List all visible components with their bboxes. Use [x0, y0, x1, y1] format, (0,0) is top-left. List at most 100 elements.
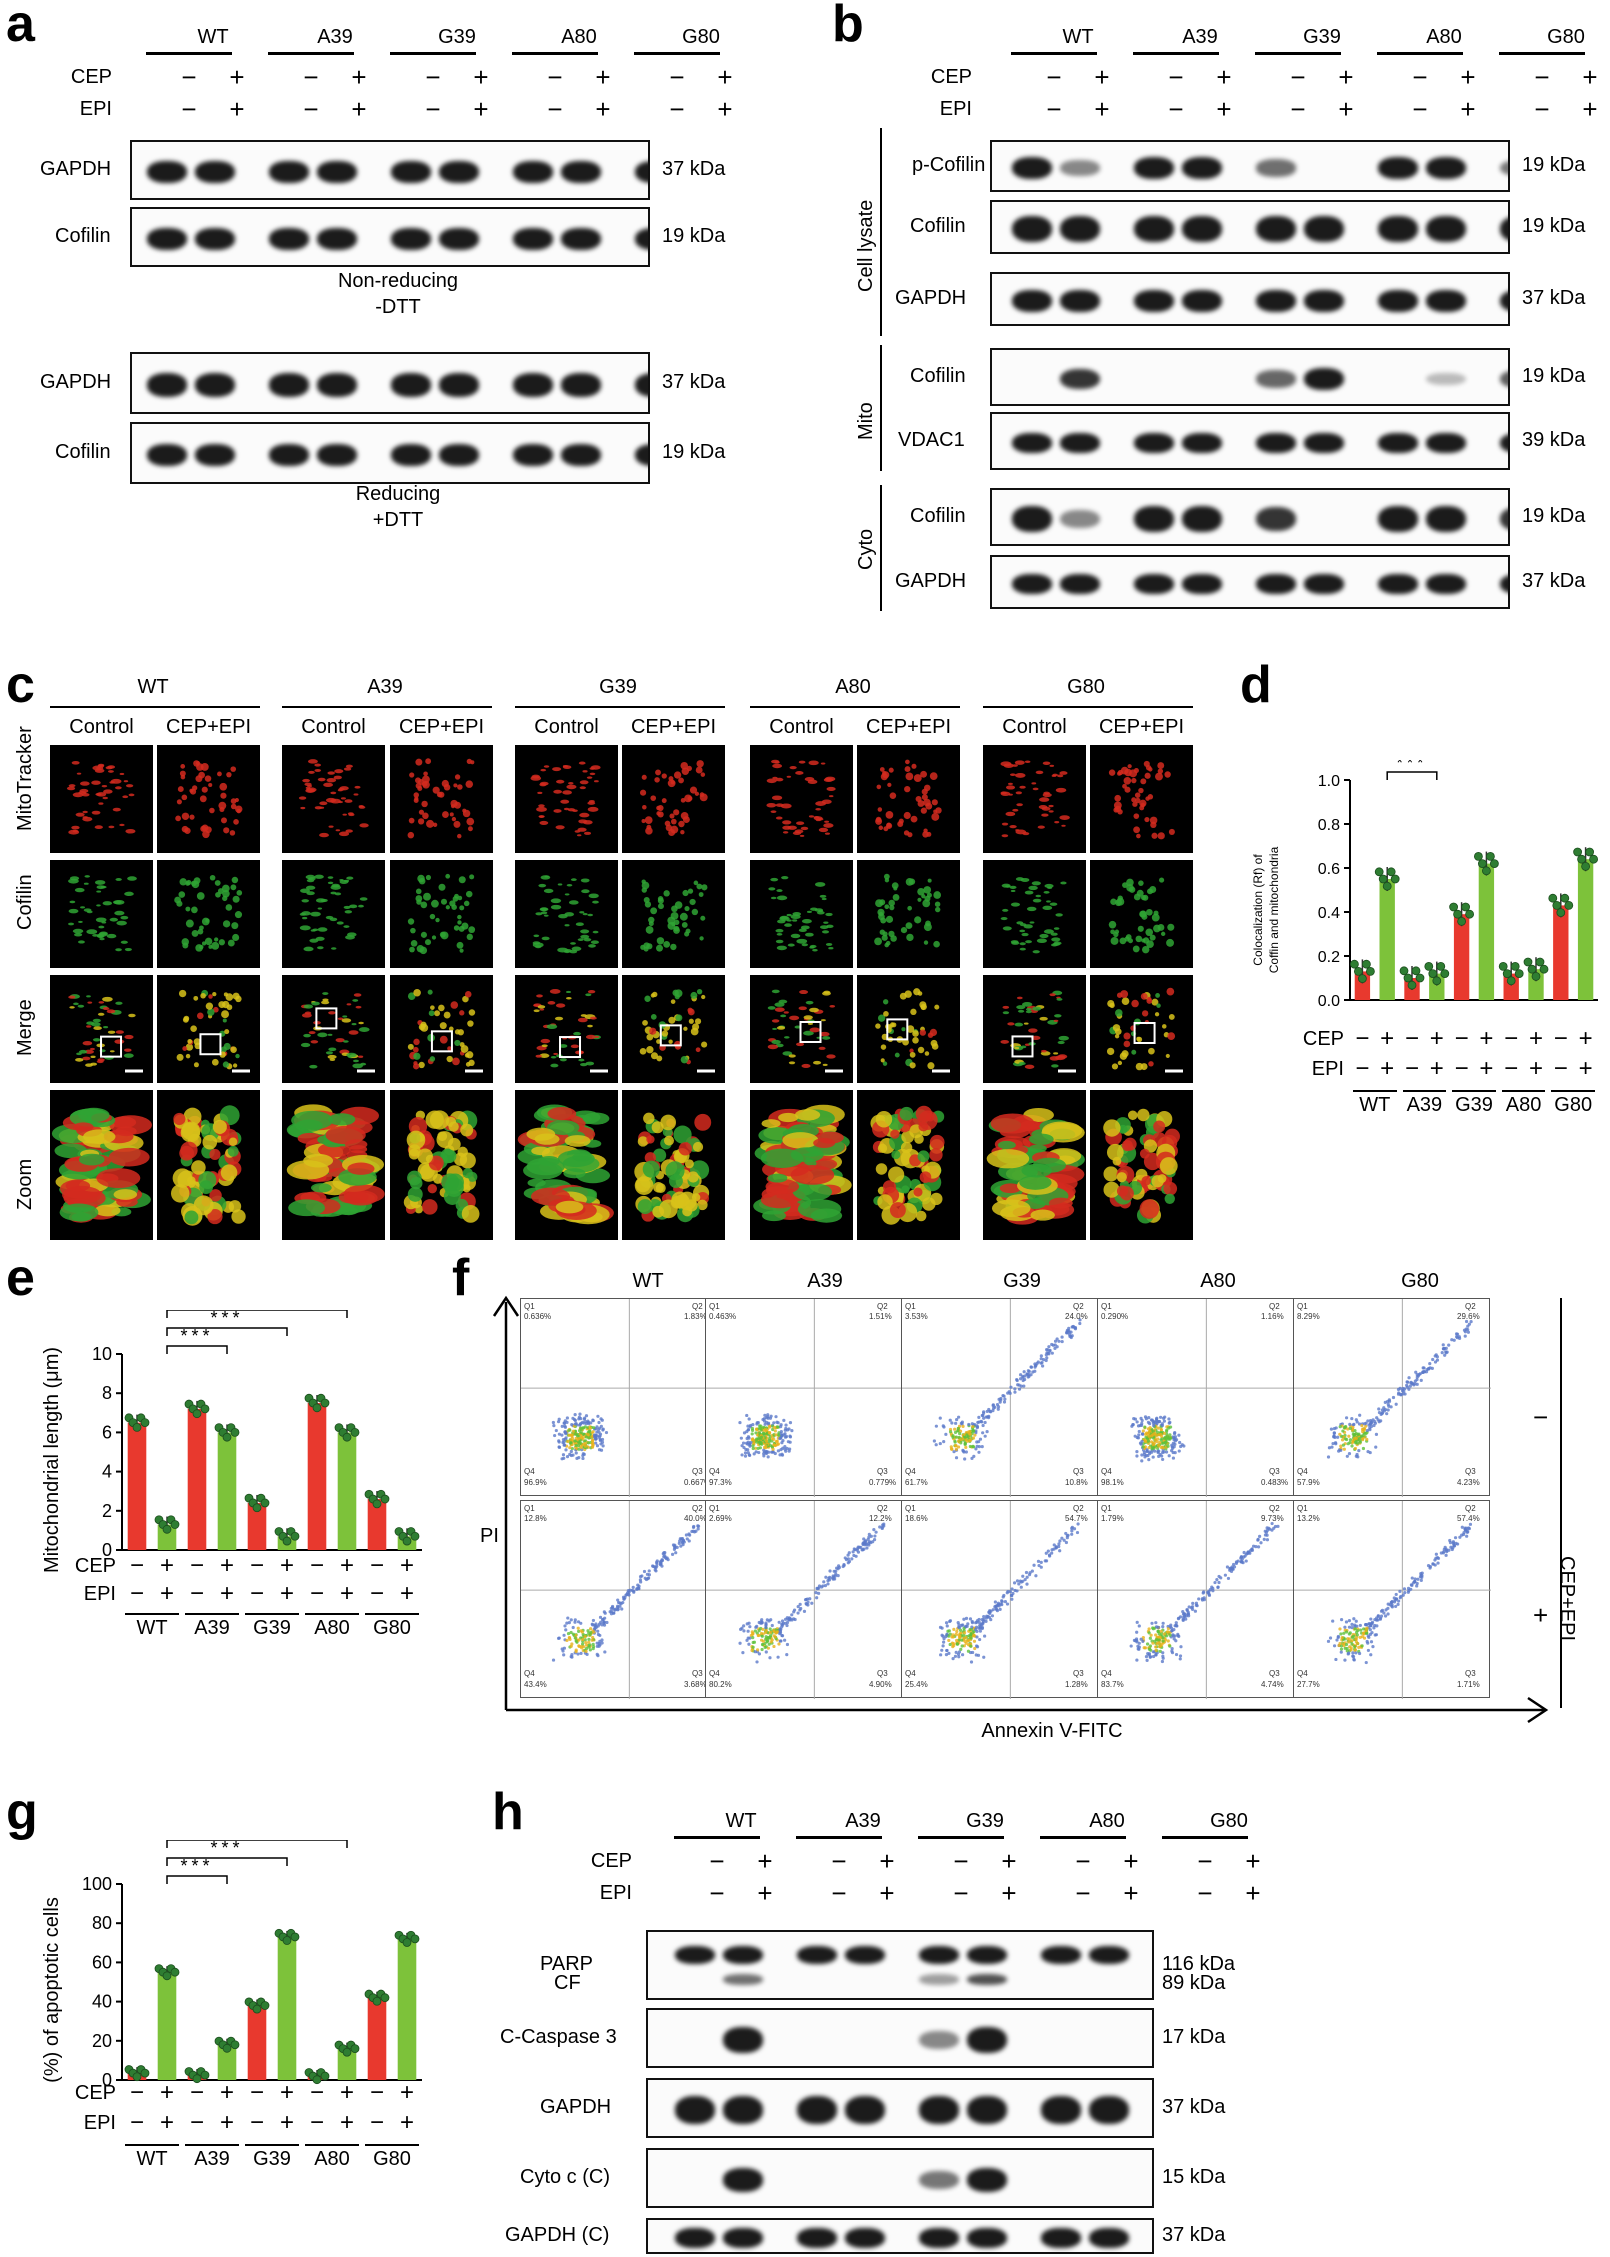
data-point [1539, 964, 1549, 974]
quadrant-percent: 9.73% [1261, 1514, 1284, 1523]
band [195, 373, 235, 397]
micrograph [622, 1090, 725, 1240]
sign: − [1197, 1878, 1213, 1908]
quadrant-percent: 1.83% [684, 1312, 707, 1321]
flow-scatter [902, 1501, 1099, 1699]
group-underline [125, 2144, 179, 2146]
group-underline [1501, 1090, 1546, 1092]
data-point [162, 1524, 172, 1534]
sign: + [1582, 94, 1598, 124]
quadrant-percent: 96.9% [524, 1478, 547, 1487]
sign: + [1216, 94, 1232, 124]
sign: + [279, 1552, 295, 1579]
quadrant-percent: 25.4% [905, 1680, 928, 1689]
group-underline [1161, 1836, 1249, 1839]
sign: − [189, 2109, 205, 2136]
quadrant-percent: 4.74% [1261, 1680, 1284, 1689]
data-point [1489, 859, 1499, 868]
epi-label: EPI [1311, 1058, 1344, 1080]
bar [187, 1408, 207, 1550]
group-underline [1254, 52, 1342, 55]
micrograph-signal [874, 873, 942, 948]
sign: − [249, 2109, 265, 2136]
micrograph [157, 745, 260, 853]
section-bracket [880, 345, 882, 471]
micrograph [857, 975, 960, 1083]
sign: − [1534, 62, 1550, 92]
group-label: WT [136, 2148, 168, 2170]
blot-image [990, 348, 1510, 406]
sign: − [669, 94, 685, 124]
group-underline [125, 1613, 179, 1615]
band [195, 444, 235, 466]
bar [367, 1499, 387, 1550]
group-underline [389, 52, 477, 55]
quadrant-label: Q4 [1297, 1669, 1308, 1678]
y-tick-label: 20 [92, 2031, 112, 2051]
data-point [1573, 847, 1583, 857]
cep-label: CEP [70, 66, 112, 88]
band [635, 228, 648, 250]
band [675, 2228, 715, 2248]
row-label: Zoom [14, 1158, 36, 1210]
band [1012, 290, 1052, 312]
micrograph [750, 860, 853, 968]
kda-label: 19 kDa [1522, 215, 1586, 237]
quadrant-label: Q1 [524, 1504, 535, 1513]
blot-image [130, 422, 650, 484]
group-underline [185, 2144, 239, 2146]
group-label: A80 [1200, 1270, 1236, 1292]
y-axis-label: Coffin and mitochondria [1267, 846, 1281, 973]
band [1304, 433, 1344, 453]
band [561, 444, 601, 466]
group-label: A80 [1089, 1810, 1125, 1832]
blot-name: GAPDH [40, 371, 112, 393]
quadrant-label: Q2 [692, 1302, 703, 1311]
band [919, 2170, 959, 2190]
kda-label: 37 kDa [1522, 287, 1586, 309]
group-label: G39 [966, 1810, 1004, 1832]
blot-name: GAPDH [40, 158, 112, 180]
sign: − [1404, 1025, 1420, 1052]
sign: − [831, 1846, 847, 1876]
micrograph [157, 1090, 260, 1240]
bar [397, 1938, 417, 2080]
column-label: Control [769, 716, 834, 738]
sign: − [303, 62, 319, 92]
significance-label: *** [210, 1310, 243, 1328]
band [1500, 433, 1508, 453]
micrograph [390, 860, 493, 968]
data-point [1531, 971, 1541, 981]
group-underline [365, 1613, 419, 1615]
quadrant-label: Q4 [1297, 1467, 1308, 1476]
sign: − [303, 94, 319, 124]
group-underline [1353, 1090, 1397, 1092]
micrograph-signal [875, 759, 942, 838]
data-point [1523, 957, 1533, 967]
bar [1379, 879, 1395, 1000]
sign: − [1504, 1055, 1519, 1082]
sign: + [1528, 1055, 1544, 1082]
kda-label: 19 kDa [662, 441, 726, 463]
sign: + [399, 1580, 415, 1607]
cep-label: CEP [74, 1555, 116, 1577]
sign: + [879, 1846, 895, 1876]
quadrant-label: Q3 [1269, 1669, 1280, 1678]
quadrant-label: Q3 [692, 1669, 703, 1678]
micrograph-signal [1000, 877, 1067, 954]
sign: + [219, 1580, 235, 1607]
sign: − [425, 62, 441, 92]
panel-label-d: d [1240, 656, 1272, 714]
sign: + [1429, 1025, 1444, 1052]
band [1304, 290, 1344, 312]
band [1041, 1946, 1081, 1964]
sign: + [1123, 1846, 1139, 1876]
band [1378, 290, 1418, 312]
data-point [200, 1404, 210, 1414]
band [1060, 433, 1100, 453]
band [845, 1946, 885, 1964]
quadrant-label: Q2 [877, 1504, 888, 1513]
quadrant-percent: 0.290% [1101, 1312, 1129, 1321]
data-point [222, 2043, 232, 2053]
quadrant-label: Q1 [1101, 1302, 1112, 1311]
